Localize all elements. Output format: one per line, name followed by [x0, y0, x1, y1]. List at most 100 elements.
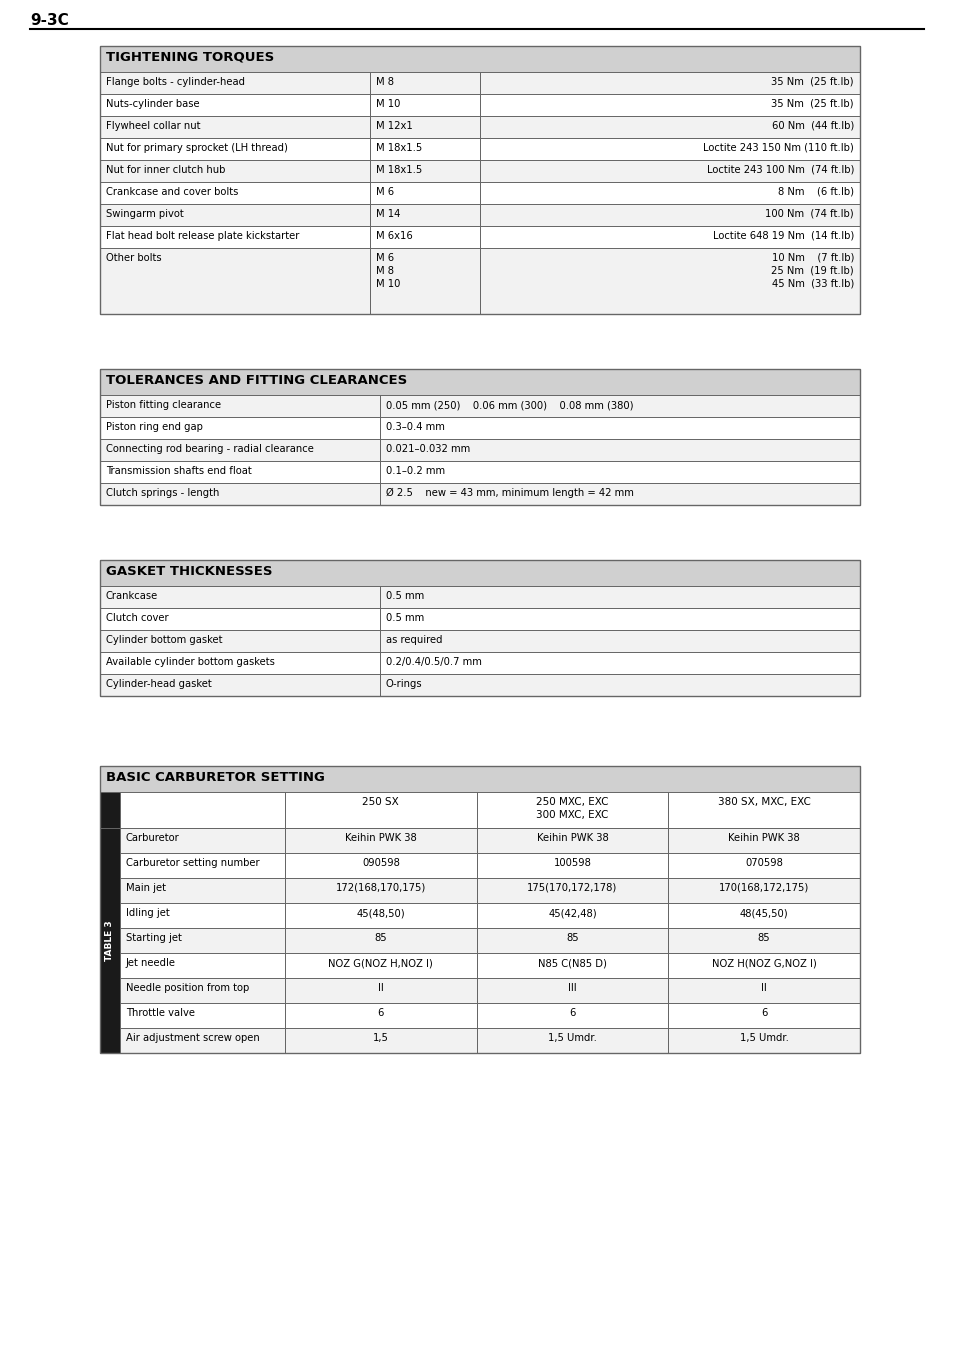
Text: Other bolts: Other bolts: [106, 253, 161, 263]
Bar: [120, 792, 285, 828]
Bar: [100, 417, 379, 439]
Text: 175(170,172,178): 175(170,172,178): [527, 884, 617, 893]
Text: 170(168,172,175): 170(168,172,175): [719, 884, 808, 893]
Text: Transmission shafts end float: Transmission shafts end float: [106, 466, 252, 476]
Text: 0.1–0.2 mm: 0.1–0.2 mm: [386, 466, 445, 476]
Text: 0.2/0.4/0.5/0.7 mm: 0.2/0.4/0.5/0.7 mm: [386, 657, 481, 667]
Text: 10 Nm    (7 ft.lb)
25 Nm  (19 ft.lb)
45 Nm  (33 ft.lb): 10 Nm (7 ft.lb) 25 Nm (19 ft.lb) 45 Nm (…: [771, 253, 853, 289]
Bar: [379, 653, 859, 674]
Text: Connecting rod bearing - radial clearance: Connecting rod bearing - radial clearanc…: [106, 444, 314, 454]
Bar: [100, 766, 859, 1052]
Text: Carburetor setting number: Carburetor setting number: [126, 858, 259, 867]
Text: M 14: M 14: [375, 209, 400, 219]
Text: 250 SX: 250 SX: [362, 797, 398, 807]
Bar: [100, 674, 379, 696]
Text: 172(168,170,175): 172(168,170,175): [335, 884, 425, 893]
Text: Flywheel collar nut: Flywheel collar nut: [106, 122, 200, 131]
Text: 45(42,48): 45(42,48): [548, 908, 597, 917]
Text: Cylinder bottom gasket: Cylinder bottom gasket: [106, 635, 222, 644]
Bar: [285, 828, 476, 852]
Bar: [379, 439, 859, 461]
Bar: [370, 226, 479, 249]
Text: 1,5 Umdr.: 1,5 Umdr.: [739, 1034, 788, 1043]
Text: as required: as required: [386, 635, 442, 644]
Bar: [379, 674, 859, 696]
Bar: [285, 1002, 476, 1028]
Text: Keihin PWK 38: Keihin PWK 38: [345, 834, 416, 843]
Text: 6: 6: [377, 1008, 384, 1019]
Text: 0.5 mm: 0.5 mm: [386, 613, 424, 623]
Text: BASIC CARBURETOR SETTING: BASIC CARBURETOR SETTING: [106, 771, 325, 784]
Bar: [100, 792, 120, 828]
Text: M 6
M 8
M 10: M 6 M 8 M 10: [375, 253, 400, 289]
Text: 35 Nm  (25 ft.lb): 35 Nm (25 ft.lb): [771, 99, 853, 109]
Text: Swingarm pivot: Swingarm pivot: [106, 209, 184, 219]
Bar: [476, 828, 668, 852]
Bar: [476, 1002, 668, 1028]
Text: Crankcase and cover bolts: Crankcase and cover bolts: [106, 186, 238, 197]
Text: 85: 85: [375, 934, 387, 943]
Text: N85 C(N85 D): N85 C(N85 D): [537, 958, 606, 969]
Bar: [370, 159, 479, 182]
Text: 45(48,50): 45(48,50): [356, 908, 405, 917]
Text: TOLERANCES AND FITTING CLEARANCES: TOLERANCES AND FITTING CLEARANCES: [106, 374, 407, 386]
Bar: [100, 226, 370, 249]
Bar: [370, 116, 479, 138]
Bar: [285, 852, 476, 878]
Bar: [100, 461, 379, 484]
Bar: [370, 182, 479, 204]
Bar: [479, 116, 859, 138]
Text: Loctite 243 100 Nm  (74 ft.lb): Loctite 243 100 Nm (74 ft.lb): [706, 165, 853, 176]
Text: 60 Nm  (44 ft.lb): 60 Nm (44 ft.lb): [771, 122, 853, 131]
Text: M 8: M 8: [375, 77, 394, 86]
Text: 9-3C: 9-3C: [30, 14, 69, 28]
Text: Jet needle: Jet needle: [126, 958, 175, 969]
Bar: [476, 878, 668, 902]
Bar: [285, 878, 476, 902]
Text: 380 SX, MXC, EXC: 380 SX, MXC, EXC: [717, 797, 810, 807]
Bar: [100, 46, 859, 313]
Text: Cylinder-head gasket: Cylinder-head gasket: [106, 680, 212, 689]
Text: NOZ G(NOZ H,NOZ I): NOZ G(NOZ H,NOZ I): [328, 958, 433, 969]
Bar: [668, 952, 859, 978]
Text: III: III: [568, 984, 577, 993]
Bar: [120, 852, 285, 878]
Text: Clutch cover: Clutch cover: [106, 613, 169, 623]
Bar: [379, 417, 859, 439]
Bar: [479, 249, 859, 313]
Text: 090598: 090598: [361, 858, 399, 867]
Text: Loctite 243 150 Nm (110 ft.lb): Loctite 243 150 Nm (110 ft.lb): [702, 143, 853, 153]
Bar: [668, 828, 859, 852]
Bar: [479, 204, 859, 226]
Bar: [668, 1002, 859, 1028]
Bar: [479, 138, 859, 159]
Bar: [120, 878, 285, 902]
Bar: [100, 630, 379, 653]
Text: Piston fitting clearance: Piston fitting clearance: [106, 400, 221, 409]
Bar: [379, 608, 859, 630]
Bar: [100, 439, 379, 461]
Text: M 6x16: M 6x16: [375, 231, 413, 240]
Bar: [100, 828, 120, 1052]
Text: TIGHTENING TORQUES: TIGHTENING TORQUES: [106, 51, 274, 63]
Bar: [100, 46, 859, 72]
Bar: [479, 226, 859, 249]
Bar: [100, 138, 370, 159]
Bar: [285, 952, 476, 978]
Bar: [668, 928, 859, 952]
Bar: [100, 561, 859, 696]
Text: 1,5 Umdr.: 1,5 Umdr.: [547, 1034, 597, 1043]
Bar: [285, 792, 476, 828]
Bar: [479, 159, 859, 182]
Text: O-rings: O-rings: [386, 680, 422, 689]
Bar: [370, 249, 479, 313]
Text: 1,5: 1,5: [373, 1034, 389, 1043]
Bar: [120, 1028, 285, 1052]
Text: Clutch springs - length: Clutch springs - length: [106, 488, 219, 499]
Bar: [479, 95, 859, 116]
Bar: [100, 95, 370, 116]
Bar: [100, 369, 859, 394]
Bar: [100, 586, 379, 608]
Bar: [100, 182, 370, 204]
Text: TABLE 3: TABLE 3: [106, 920, 114, 961]
